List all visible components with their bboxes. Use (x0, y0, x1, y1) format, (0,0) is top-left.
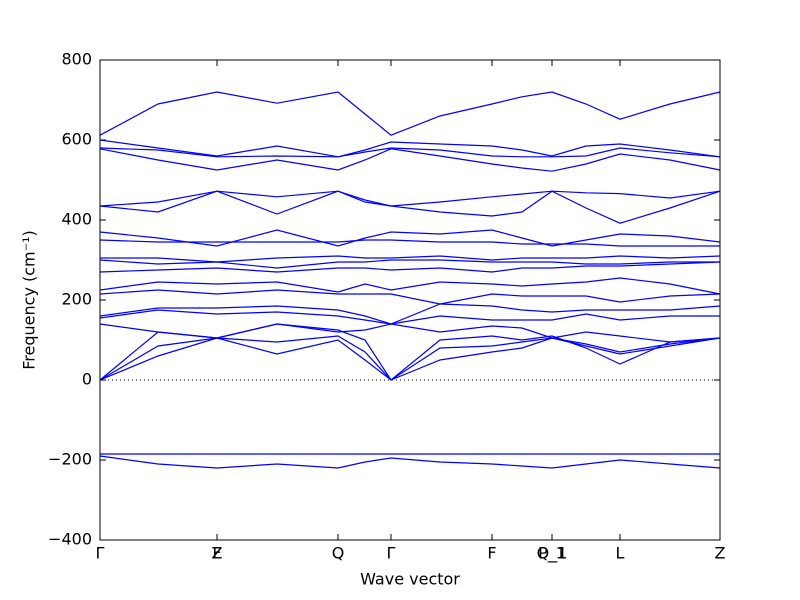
band-line (99, 309, 720, 325)
band-line (99, 139, 721, 158)
y-tick-label: 800 (61, 50, 92, 69)
x-tick-label: Γ (96, 544, 105, 563)
band-line (99, 229, 721, 247)
band-line (99, 239, 720, 247)
band-line (99, 337, 721, 381)
x-tick-label: Z (212, 544, 223, 563)
y-tick-label: 200 (61, 290, 92, 309)
band-line (99, 455, 721, 469)
band-line (99, 323, 721, 381)
plot-frame (99, 59, 721, 541)
x-tick-label: F (212, 544, 221, 563)
band-line (100, 255, 721, 263)
x-axis-label: Wave vector (360, 570, 460, 589)
y-tick-label: 600 (61, 130, 92, 149)
x-tick-label: P_1 (538, 544, 566, 564)
band-line (99, 303, 721, 325)
band-line (99, 259, 720, 269)
band-line (99, 147, 721, 158)
band-line (99, 335, 721, 381)
y-tick-label: −400 (48, 530, 92, 549)
y-tick-label: 400 (61, 210, 92, 229)
band-line (99, 148, 721, 172)
x-tick-label: Z (715, 544, 726, 563)
x-tick-label: F (487, 544, 496, 563)
x-tick-label: L (616, 544, 625, 563)
y-tick-label: 0 (82, 370, 92, 389)
x-tick-label: Q_1 (537, 544, 568, 564)
x-tick-label: Γ (387, 544, 396, 563)
band-line (99, 91, 721, 136)
band-line (99, 190, 721, 207)
x-tick-label: Q (332, 544, 345, 563)
y-axis-label: Frequency (cm⁻¹) (20, 230, 39, 369)
band-line (99, 277, 721, 295)
band-line (99, 261, 721, 273)
band-line (99, 190, 721, 224)
y-tick-label: −200 (48, 450, 92, 469)
